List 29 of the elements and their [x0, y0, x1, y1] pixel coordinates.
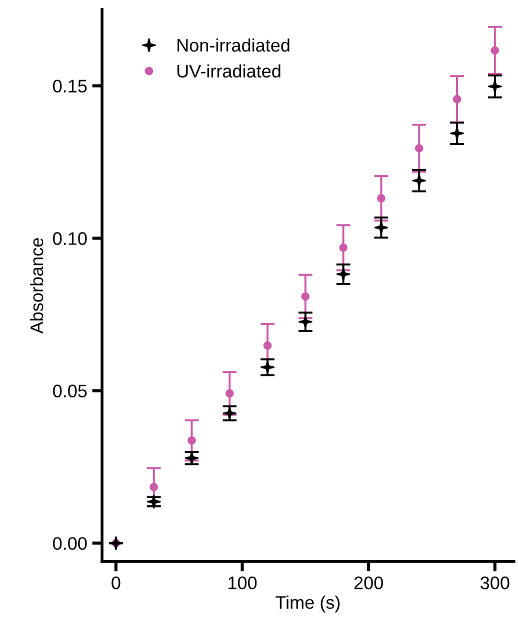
point — [225, 389, 234, 398]
point — [452, 95, 462, 104]
point — [412, 174, 426, 188]
y-tick-label: 0.15 — [53, 80, 87, 93]
x-tick-label: 0 — [112, 576, 120, 590]
x-axis-title: Time (s) — [276, 596, 340, 612]
legend-label: UV-irradiated — [177, 64, 280, 78]
point — [488, 79, 502, 94]
y-axis-title: Absorbance — [30, 238, 44, 334]
legend-label: Non-irradiated — [178, 38, 290, 52]
point — [450, 126, 464, 140]
point — [374, 220, 388, 235]
point — [377, 194, 386, 202]
point — [188, 436, 196, 445]
y-tick-label: 0.05 — [53, 384, 87, 398]
point — [336, 267, 350, 282]
point — [108, 536, 123, 550]
point — [298, 314, 312, 329]
point — [414, 144, 424, 152]
point — [490, 46, 500, 55]
x-tick-label: 300 — [480, 576, 510, 590]
y-tick-label: 0.10 — [53, 232, 87, 245]
x-tick-label: 100 — [228, 576, 257, 590]
point — [150, 482, 158, 492]
point — [339, 244, 348, 252]
point — [263, 341, 272, 350]
y-tick-label: 0.00 — [53, 537, 87, 550]
point — [301, 292, 310, 301]
x-tick-label: 200 — [354, 576, 383, 590]
